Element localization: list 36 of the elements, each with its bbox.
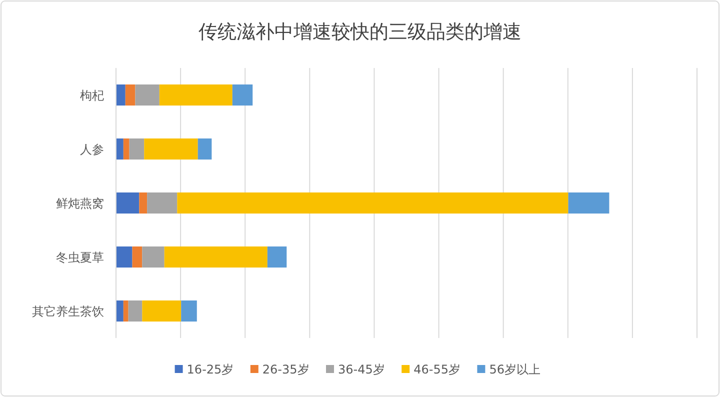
legend-label: 46-55岁 [414,362,460,376]
chart-title: 传统滋补中增速较快的三级品类的增速 [198,21,522,43]
bar [128,300,142,322]
bar [144,138,198,160]
bar [232,84,253,106]
bar [132,246,142,268]
y-tick-label: 其它养生茶饮 [32,304,104,318]
y-tick-label: 枸杞 [80,88,104,102]
legend-label: 56岁以上 [489,362,540,376]
bar [147,192,178,214]
y-tick-label: 人参 [80,142,104,156]
bar [568,192,610,214]
bar [125,84,136,106]
legend-label: 36-45岁 [338,362,385,376]
bar [116,300,124,322]
y-tick-label: 冬虫夏草 [56,250,104,264]
bar [139,192,148,214]
bar [116,84,126,106]
bar [123,300,128,322]
bar [142,300,182,322]
legend-label: 26-35岁 [262,362,310,376]
legend-label: 16-25岁 [186,362,234,376]
bar [181,300,197,322]
bar [159,84,232,106]
bar [123,138,130,160]
bar [116,192,140,214]
bar [164,246,268,268]
bar [116,246,132,268]
bar [177,192,568,214]
bar [142,246,164,268]
y-tick-label: 鲜炖燕窝 [56,196,104,210]
bar [198,138,212,160]
bar [267,246,287,268]
bar [135,84,160,106]
bar [129,138,144,160]
bar [116,138,124,160]
